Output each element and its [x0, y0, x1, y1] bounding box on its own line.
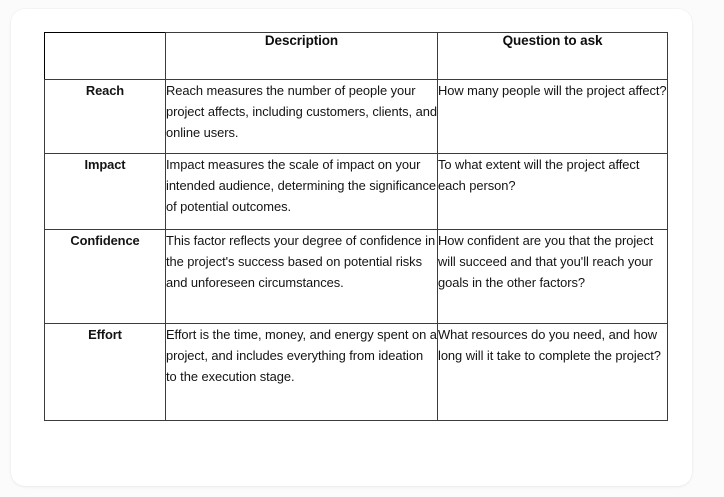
factor-label: Confidence: [44, 229, 166, 324]
column-header-factor: [44, 32, 166, 80]
content-card: Description Question to ask Reach Reach …: [11, 9, 692, 486]
factor-description: This factor reflects your degree of conf…: [165, 229, 438, 324]
factor-question: How confident are you that the project w…: [437, 229, 668, 324]
table-row: Reach Reach measures the number of peopl…: [44, 79, 668, 154]
table-body: Reach Reach measures the number of peopl…: [44, 79, 668, 421]
table-header: Description Question to ask: [44, 32, 668, 80]
table-row: Effort Effort is the time, money, and en…: [44, 323, 668, 421]
table-header-row: Description Question to ask: [44, 32, 668, 80]
factor-description: Impact measures the scale of impact on y…: [165, 153, 438, 230]
factor-question: What resources do you need, and how long…: [437, 323, 668, 421]
factor-question: How many people will the project affect?: [437, 79, 668, 154]
rice-factors-table: Description Question to ask Reach Reach …: [44, 32, 668, 421]
column-header-description: Description: [165, 32, 438, 80]
factor-question: To what extent will the project affect e…: [437, 153, 668, 230]
factor-label: Reach: [44, 79, 166, 154]
factor-description: Reach measures the number of people your…: [165, 79, 438, 154]
factor-description: Effort is the time, money, and energy sp…: [165, 323, 438, 421]
factor-label: Effort: [44, 323, 166, 421]
table-row: Impact Impact measures the scale of impa…: [44, 153, 668, 230]
column-header-question: Question to ask: [437, 32, 668, 80]
factor-label: Impact: [44, 153, 166, 230]
table-container: Description Question to ask Reach Reach …: [44, 32, 668, 421]
table-row: Confidence This factor reflects your deg…: [44, 229, 668, 324]
